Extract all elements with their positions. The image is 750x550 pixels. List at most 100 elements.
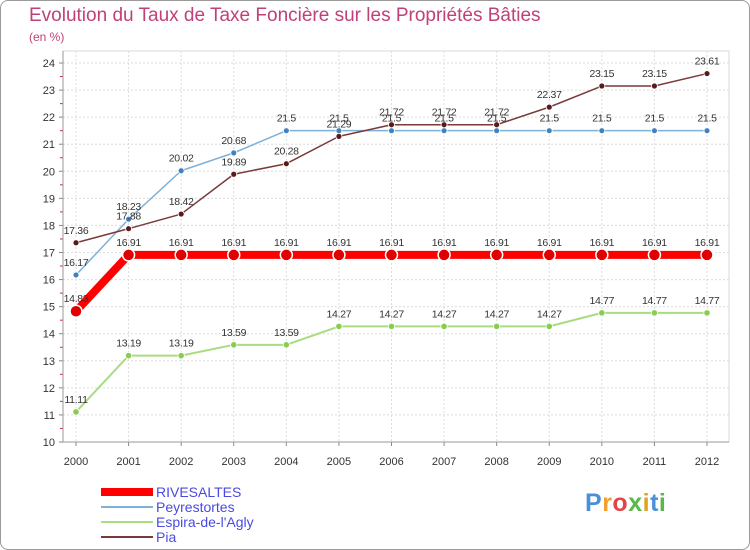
x-tick-label: 2002 [169,456,193,468]
data-point [177,210,185,218]
data-label: 20.68 [221,135,246,147]
data-point [335,322,343,331]
data-label: 21.5 [277,113,297,125]
data-point [545,322,553,331]
data-label: 16.91 [116,237,141,249]
data-label: 21.5 [697,113,717,125]
data-point [279,248,294,262]
data-point [177,167,185,175]
data-point [595,248,609,262]
data-label: 13.59 [221,327,246,339]
y-tick-label: 16 [43,275,55,287]
data-point [227,248,241,262]
legend-label: Espira-de-l'Agly [156,514,254,530]
data-label: 21.5 [645,113,665,125]
legend-label: RIVESALTES [156,484,242,500]
data-label: 14.77 [642,295,667,307]
logo-letter: i [658,489,667,517]
data-label: 21.5 [329,113,349,125]
y-tick-label: 12 [43,383,55,395]
data-point [700,248,714,262]
data-point [440,322,448,331]
proxiti-logo: Proxiti [585,489,666,518]
data-label: 16.91 [695,237,720,249]
x-tick-label: 2004 [274,456,298,468]
y-tick-label: 23 [43,85,55,97]
data-label: 16.91 [484,237,509,249]
data-point [387,322,396,331]
data-label: 21.29 [327,118,352,130]
data-label: 14.27 [432,308,457,320]
chart-subtitle: (en %) [29,30,65,44]
data-point [703,309,711,317]
data-point [384,248,399,262]
data-label: 19.89 [221,156,246,168]
y-tick-label: 24 [43,58,55,70]
data-label: 13.19 [169,338,194,350]
x-tick-label: 2012 [695,456,719,468]
data-point [230,170,238,178]
y-tick-label: 18 [43,220,55,232]
data-point [703,70,711,77]
data-label: 16.91 [537,237,562,249]
data-point [542,248,556,262]
data-point [125,225,132,233]
data-label: 16.17 [64,257,89,269]
data-point [335,132,343,140]
data-label: 21.72 [432,107,457,119]
data-point [282,160,290,168]
data-point [388,121,395,129]
data-label: 18.42 [169,196,194,208]
x-tick-label: 2007 [432,456,456,468]
x-tick-label: 2000 [64,456,88,468]
x-tick-label: 2003 [222,456,246,468]
data-point [489,248,504,262]
data-point [69,304,83,318]
data-label: 20.28 [274,146,299,158]
y-tick-label: 11 [44,410,55,422]
y-tick-label: 20 [43,166,55,178]
data-point [493,121,501,129]
data-label: 18.23 [116,201,141,213]
data-point [651,127,658,135]
data-point [545,103,553,111]
data-label: 21.5 [487,113,507,125]
data-label: 14.27 [327,308,352,320]
legend-label: Peyrestortes [156,499,235,515]
data-point [440,121,448,129]
data-label: 21.72 [379,107,404,119]
logo-letter: r [602,489,613,517]
data-label: 14.77 [695,295,720,307]
y-tick-label: 10 [43,437,55,449]
data-label: 21.5 [434,113,454,125]
legend-swatch [101,506,153,508]
data-point [72,239,80,247]
data-point [282,341,290,349]
x-tick-label: 2010 [590,456,614,468]
data-point [703,127,711,135]
data-point [388,127,395,135]
data-label: 16.91 [432,237,457,249]
data-label: 22.37 [537,89,562,101]
data-label: 16.91 [642,237,667,249]
data-point [282,127,290,135]
data-label: 16.91 [589,237,614,249]
x-tick-label: 2011 [643,456,667,468]
data-point [72,408,80,416]
data-point [647,248,662,262]
y-tick-label: 17 [43,248,55,260]
x-tick-label: 2005 [327,456,351,468]
data-point [440,127,448,135]
data-label: 21.72 [484,107,509,119]
data-label: 14.27 [484,308,509,320]
data-label: 16.91 [327,237,352,249]
legend-swatch [101,521,153,523]
data-label: 23.15 [642,68,667,80]
data-label: 13.59 [274,327,299,339]
data-label: 16.91 [379,237,404,249]
logo-letter: t [650,489,659,517]
logo-letter: P [585,489,603,517]
data-point [493,127,501,135]
